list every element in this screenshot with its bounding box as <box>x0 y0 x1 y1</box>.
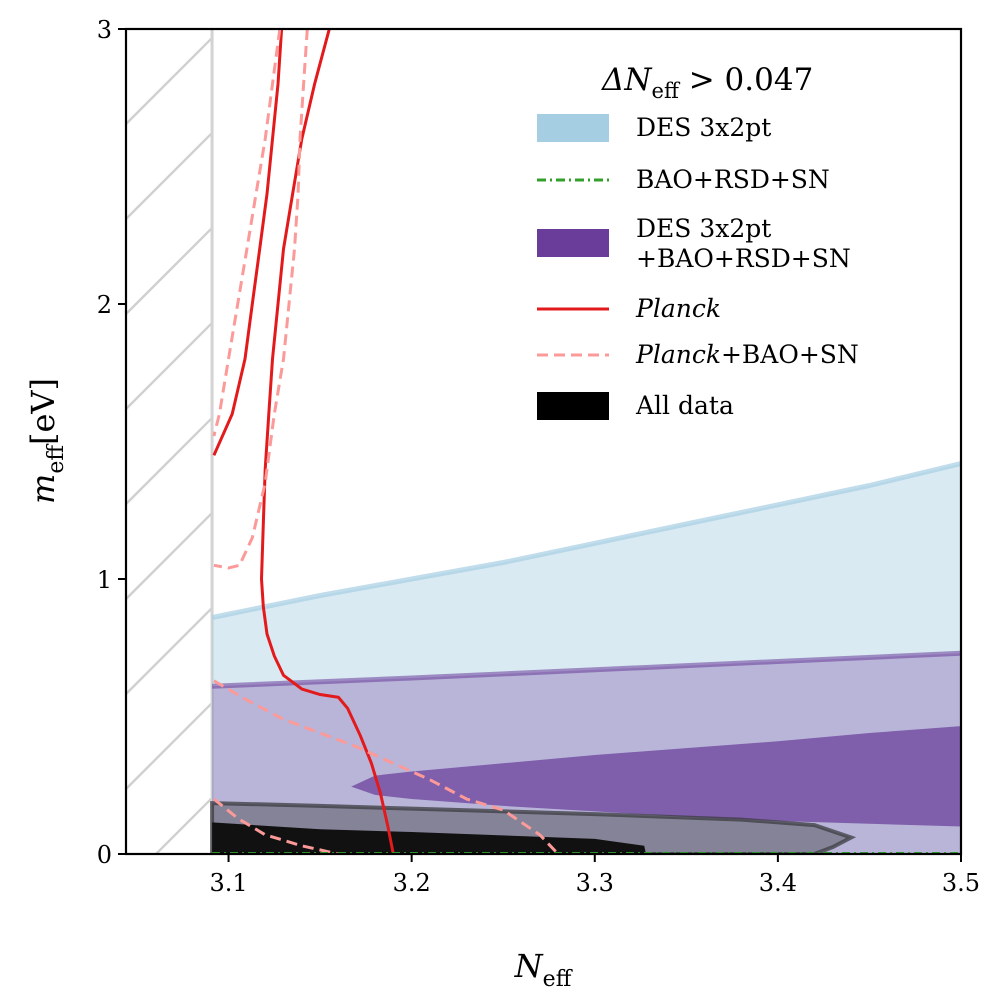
legend-label: +BAO+RSD+SN <box>636 244 851 273</box>
hatch-line <box>126 702 213 791</box>
hatch-line <box>126 37 213 126</box>
hatch-line <box>126 132 213 221</box>
y-axis-label-sub: eff <box>44 444 69 474</box>
y-axis-label: meff[eV] <box>24 378 69 504</box>
desbao-outer-contour <box>211 650 961 689</box>
hatch-line <box>154 797 213 854</box>
y-axis-label-unit: [eV] <box>24 378 62 445</box>
planck-contour-outer <box>259 29 395 854</box>
hatch-line <box>126 227 213 316</box>
x-axis-ticks: 3.1 3.2 3.3 3.4 3.5 <box>209 854 980 897</box>
legend-label: All data <box>635 391 734 420</box>
y-tick-label: 3 <box>97 16 112 44</box>
planck-bao-contour-inner <box>212 29 282 437</box>
legend-label-italic: Planck <box>635 294 721 323</box>
legend-title-prefix: ΔN <box>601 62 653 98</box>
legend-label-rest: +BAO+SN <box>721 340 859 369</box>
legend-label: DES 3x2pt <box>636 214 771 243</box>
y-axis-label-main: m <box>24 474 62 504</box>
x-tick-label: 3.3 <box>576 869 614 897</box>
x-tick-label: 3.4 <box>759 869 797 897</box>
x-tick-label: 3.2 <box>393 869 431 897</box>
x-axis-label-main: N <box>514 947 544 985</box>
plot-frame <box>124 27 963 856</box>
legend-entry-desbao: DES 3x2pt+BAO+RSD+SN <box>537 214 851 273</box>
legend-entry-planckbao: Planck+BAO+SN <box>537 340 859 369</box>
x-axis-label-sub: eff <box>543 967 573 992</box>
legend: ΔNeff > 0.047 DES 3x2pt BAO+RSD+SN DES 3x2… <box>537 62 859 420</box>
y-tick-label: 1 <box>97 566 112 594</box>
legend-entry-all: All data <box>537 391 734 420</box>
contour-fills <box>210 463 961 854</box>
planck-bao-contour-outer-lower <box>213 679 560 854</box>
x-tick-label: 3.1 <box>209 869 247 897</box>
legend-label-italic: Planck <box>635 340 721 369</box>
legend-label: DES 3x2pt <box>636 113 771 142</box>
legend-entry-des: DES 3x2pt <box>537 113 771 142</box>
hatch-line <box>126 417 213 506</box>
legend-entry-planck: Planck <box>537 294 721 323</box>
planck-contour-inner <box>212 29 284 456</box>
all-data-inner-fill <box>212 822 646 854</box>
legend-title: ΔNeff > 0.047 <box>601 62 813 103</box>
plot-area <box>126 29 961 854</box>
legend-entry-bao: BAO+RSD+SN <box>537 165 830 194</box>
legend-label: Planck <box>635 294 721 323</box>
x-axis-label: Neff <box>514 947 573 992</box>
y-tick-label: 2 <box>97 291 112 319</box>
desbao-inner-fill <box>351 726 961 827</box>
y-tick-label: 0 <box>97 841 112 869</box>
planck-bao-contour-outer <box>213 29 309 570</box>
legend-title-suffix: > 0.047 <box>679 62 813 98</box>
excluded-region-hatch <box>126 29 214 854</box>
hatch-line <box>126 607 213 696</box>
legend-label: Planck+BAO+SN <box>635 340 859 369</box>
x-tick-label: 3.5 <box>942 869 980 897</box>
planck-bao-contour-inner-lower <box>212 797 339 854</box>
legend-swatch <box>537 229 609 257</box>
hatch-line <box>126 512 213 601</box>
legend-title-sub: eff <box>652 79 681 103</box>
hatch-line <box>126 322 213 411</box>
legend-label: BAO+RSD+SN <box>636 165 830 194</box>
legend-swatch <box>537 114 609 142</box>
legend-swatch <box>537 392 609 420</box>
y-axis-ticks: 0 1 2 3 <box>97 16 126 869</box>
des-outer-contour <box>211 461 961 620</box>
